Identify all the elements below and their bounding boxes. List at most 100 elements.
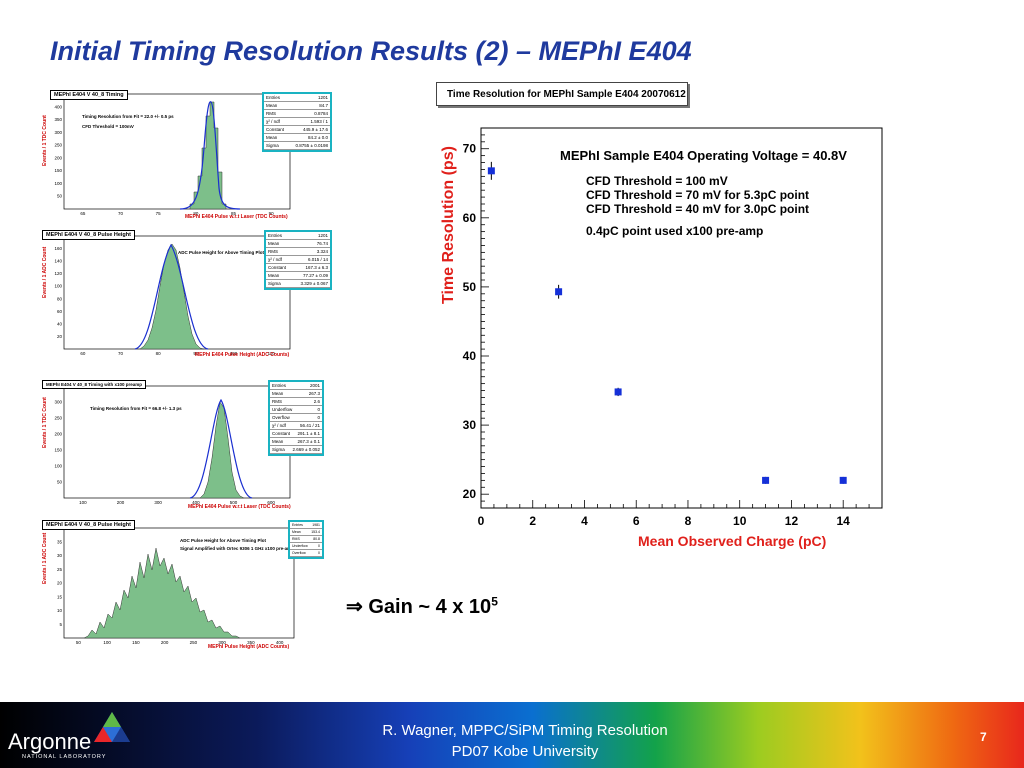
pulse-height-plot-1-xtick: 110 — [268, 351, 276, 356]
timing-plot-1-canvas: 50 100 150 200 250 300 350 400 65 70 75 80 85 90 — [54, 93, 291, 216]
pulse-height-plot-1-ytick: 60 — [57, 309, 63, 314]
timing-plot-1-ylabel: Events / 1 TDC Count — [42, 115, 48, 166]
timing-plot-2-title: MEPhI E404 V 40_8 Timing with x100 pream… — [42, 380, 146, 389]
pulse-height-plot-2-xtick: 150 — [132, 640, 140, 645]
main-annotation-5: 0.4pC point used x100 pre-amp — [586, 224, 764, 238]
timing-plot-2-xlabel: MEPhI E404 Pulse w.r.t Laser (TDC Counts… — [188, 504, 291, 510]
timing-plot-2-xtick: 100 — [79, 500, 87, 505]
timing-plot-2-ylabel: Events / 1 TDC Count — [42, 397, 48, 448]
footer-text: R. Wagner, MPPC/SiPM Timing Resolution P… — [300, 720, 750, 762]
pulse-height-plot-1-xtick: 80 — [156, 351, 162, 356]
timing-plot-2-xtick: 600 — [267, 500, 275, 505]
timing-plot-1-ytick: 50 — [57, 194, 63, 199]
gain-exponent: 5 — [491, 594, 498, 609]
x-tick-label: 2 — [529, 514, 536, 528]
timing-plot-1-note-2: CFD Threshold = 100mV — [82, 124, 134, 129]
argonne-logo-subtitle: NATIONAL LABORATORY — [22, 754, 107, 760]
x-tick-label: 14 — [837, 514, 851, 528]
pulse-height-plot-2-ytick: 20 — [57, 581, 63, 586]
y-tick-label: 40 — [463, 349, 477, 363]
pulse-height-plot-2-ylabel: Events / 1 ADC Count — [42, 532, 48, 584]
pulse-height-plot-2-xtick: 400 — [276, 640, 284, 645]
pulse-height-plot-2-ytick: 5 — [59, 622, 62, 627]
x-tick-label: 12 — [785, 514, 799, 528]
y-tick-label: 70 — [463, 142, 477, 156]
pulse-height-plot-1-xtick: 100 — [230, 351, 238, 356]
main-annotation-1: MEPhI Sample E404 Operating Voltage = 40… — [560, 148, 847, 163]
timing-plot-1-ytick: 350 — [54, 117, 62, 122]
timing-plot-1-ytick: 200 — [54, 155, 62, 160]
x-tick-label: 10 — [733, 514, 747, 528]
pulse-height-plot-2-ytick: 15 — [57, 594, 63, 599]
x-tick-label: 0 — [478, 514, 485, 528]
pulse-height-plot-2-hist — [83, 547, 241, 639]
argonne-logo-icon — [94, 712, 130, 742]
pulse-height-plot-2-xlabel: MEPhI Pulse Height (ADC Counts) — [208, 644, 290, 650]
pulse-height-plot-1-xlabel: MEPhI E404 Pulse Height (ADC Counts) — [195, 352, 290, 358]
timing-plot-2: 50 100 150 200 250 300 100 200 300 400 500 600 MEPh… — [40, 378, 324, 514]
pulse-height-plot-2-ytick: 30 — [57, 553, 63, 558]
slide-title: Initial Timing Resolution Results (2) – … — [50, 36, 692, 66]
pulse-height-plot-1-hist — [139, 243, 205, 350]
timing-plot-1-title: MEPhI E404 V 40_8 Timing — [50, 90, 128, 100]
main-chart-title: Time Resolution for MEPhI Sample E404 20… — [436, 82, 688, 106]
pulse-height-plot-2-note-1: ADC Pulse Height for Above Timing Plot — [180, 538, 267, 543]
y-tick-label: 50 — [463, 280, 477, 294]
pulse-height-plot-1-ylabel: Events / 1 ADC Count — [42, 246, 48, 298]
main-annotation-4: CFD Threshold = 40 mV for 3.0pC point — [586, 202, 810, 216]
timing-plot-1: 50 100 150 200 250 300 350 400 65 70 75 80 85 90 MEPh… — [40, 88, 332, 224]
timing-plot-2-ytick: 200 — [54, 432, 62, 437]
timing-plot-1-xtick: 85 — [231, 211, 237, 216]
pulse-height-plot-2-ytick: 35 — [57, 539, 63, 544]
pulse-height-plot-2-xtick: 50 — [76, 640, 82, 645]
timing-plot-1-xlabel: MEPhI E404 Pulse w.r.t Laser (TDC Counts… — [185, 214, 288, 220]
pulse-height-plot-1-fit — [134, 243, 209, 350]
timing-plot-2-xtick: 400 — [192, 500, 200, 505]
timing-plot-1-xtick: 70 — [118, 211, 124, 216]
argonne-logo-text: Argonne — [8, 729, 92, 754]
timing-plot-2-ytick: 300 — [54, 400, 62, 405]
y-tick-label: 30 — [463, 418, 477, 432]
timing-plot-1-xtick: 80 — [193, 211, 199, 216]
timing-plot-1-ytick: 150 — [54, 168, 62, 173]
pulse-height-plot-2-xtick: 300 — [218, 640, 226, 645]
timing-plot-1-xtick: 65 — [80, 211, 86, 216]
timing-plot-2-xtick: 300 — [154, 500, 162, 505]
pulse-height-plot-1-ytick: 120 — [54, 271, 62, 276]
pulse-height-plot-2: 5 10 15 20 25 30 35 50 100 150 200 250 300 350 400 MEP… — [40, 518, 324, 654]
pulse-height-plot-2-canvas: 5 10 15 20 25 30 35 50 100 150 200 250 300 350 400 — [57, 527, 295, 645]
footer-line-1: R. Wagner, MPPC/SiPM Timing Resolution — [382, 722, 668, 739]
pulse-height-plot-2-ytick: 10 — [57, 608, 63, 613]
data-point — [839, 476, 847, 484]
pulse-height-plot-2-title: MEPhI E404 V 40_8 Pulse Height — [42, 520, 135, 530]
gain-text: Gain ~ 4 x 10 — [368, 596, 492, 618]
timing-plot-1-hist — [189, 101, 227, 210]
footer-bar — [0, 702, 1024, 768]
pulse-height-plot-1: 20 40 60 80 100 120 140 160 60 70 80 90 100 110 MEPhI… — [40, 228, 332, 364]
timing-plot-2-ytick: 50 — [57, 480, 63, 485]
main-chart-xlabel: Mean Observed Charge (pC) — [638, 533, 827, 549]
timing-plot-2-ytick: 150 — [54, 448, 62, 453]
pulse-height-plot-1-stats: Entries 1201 Mean 76.74 RMS 3.324 χ² / ndf 6… — [264, 230, 332, 290]
timing-plot-2-ytick: 100 — [54, 464, 62, 469]
main-annotation-2: CFD Threshold = 100 mV — [586, 174, 728, 188]
timing-plot-2-stats: Entries 2001 Mean 267.3 RMS 2.6 Underflow 0 … — [268, 380, 324, 456]
timing-plot-1-xtick: 75 — [156, 211, 162, 216]
y-tick-label: 60 — [463, 211, 477, 225]
timing-plot-1-xtick: 90 — [269, 211, 275, 216]
pulse-height-plot-1-canvas: 20 40 60 80 100 120 140 160 60 70 80 90 100 110 — [54, 235, 291, 356]
data-point — [555, 288, 563, 296]
timing-plot-2-xtick: 200 — [117, 500, 125, 505]
timing-plot-1-note-1: Timing Resolution from Fit = 22.0 +/- 0.… — [82, 114, 174, 119]
y-tick-label: 20 — [463, 487, 477, 501]
timing-plot-1-ytick: 300 — [54, 130, 62, 135]
pulse-height-plot-1-ytick: 20 — [57, 334, 63, 339]
x-tick-label: 4 — [581, 514, 588, 528]
data-point — [614, 388, 622, 396]
pulse-height-plot-1-ytick: 40 — [57, 321, 63, 326]
x-tick-label: 8 — [685, 514, 692, 528]
timing-plot-2-ytick: 250 — [54, 416, 62, 421]
pulse-height-plot-1-ytick: 140 — [54, 259, 62, 264]
timing-plot-2-canvas: 50 100 150 200 250 300 100 200 300 400 500 600 — [54, 385, 291, 505]
pulse-height-plot-1-ytick: 160 — [54, 246, 62, 251]
